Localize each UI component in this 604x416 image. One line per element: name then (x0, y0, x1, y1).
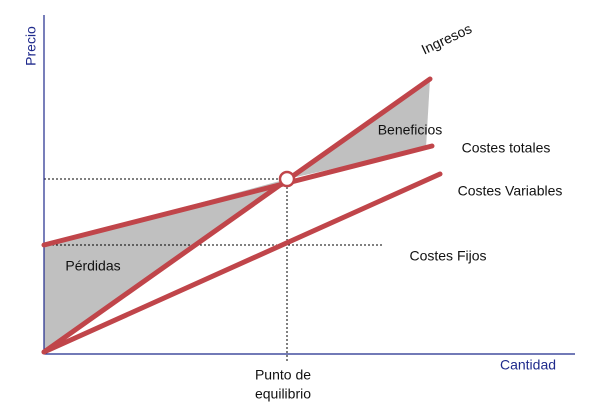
break-even-point (278, 170, 296, 188)
fixed-costs-label: Costes Fijos (409, 248, 486, 264)
break-even-label: Punto de (255, 367, 311, 383)
variable-costs-label: Costes Variables (458, 183, 563, 199)
loss-label: Pérdidas (65, 258, 120, 274)
x-axis-label: Cantidad (500, 357, 556, 373)
y-axis-label: Precio (23, 26, 39, 66)
total-costs-label: Costes totales (462, 140, 551, 156)
revenue-label: Ingresos (419, 20, 474, 57)
total-costs-line (41, 143, 435, 248)
revenue-line (41, 76, 433, 355)
variable-costs-line (41, 171, 443, 355)
profit-label: Beneficios (378, 122, 443, 138)
break-even-label: equilibrio (255, 386, 311, 402)
